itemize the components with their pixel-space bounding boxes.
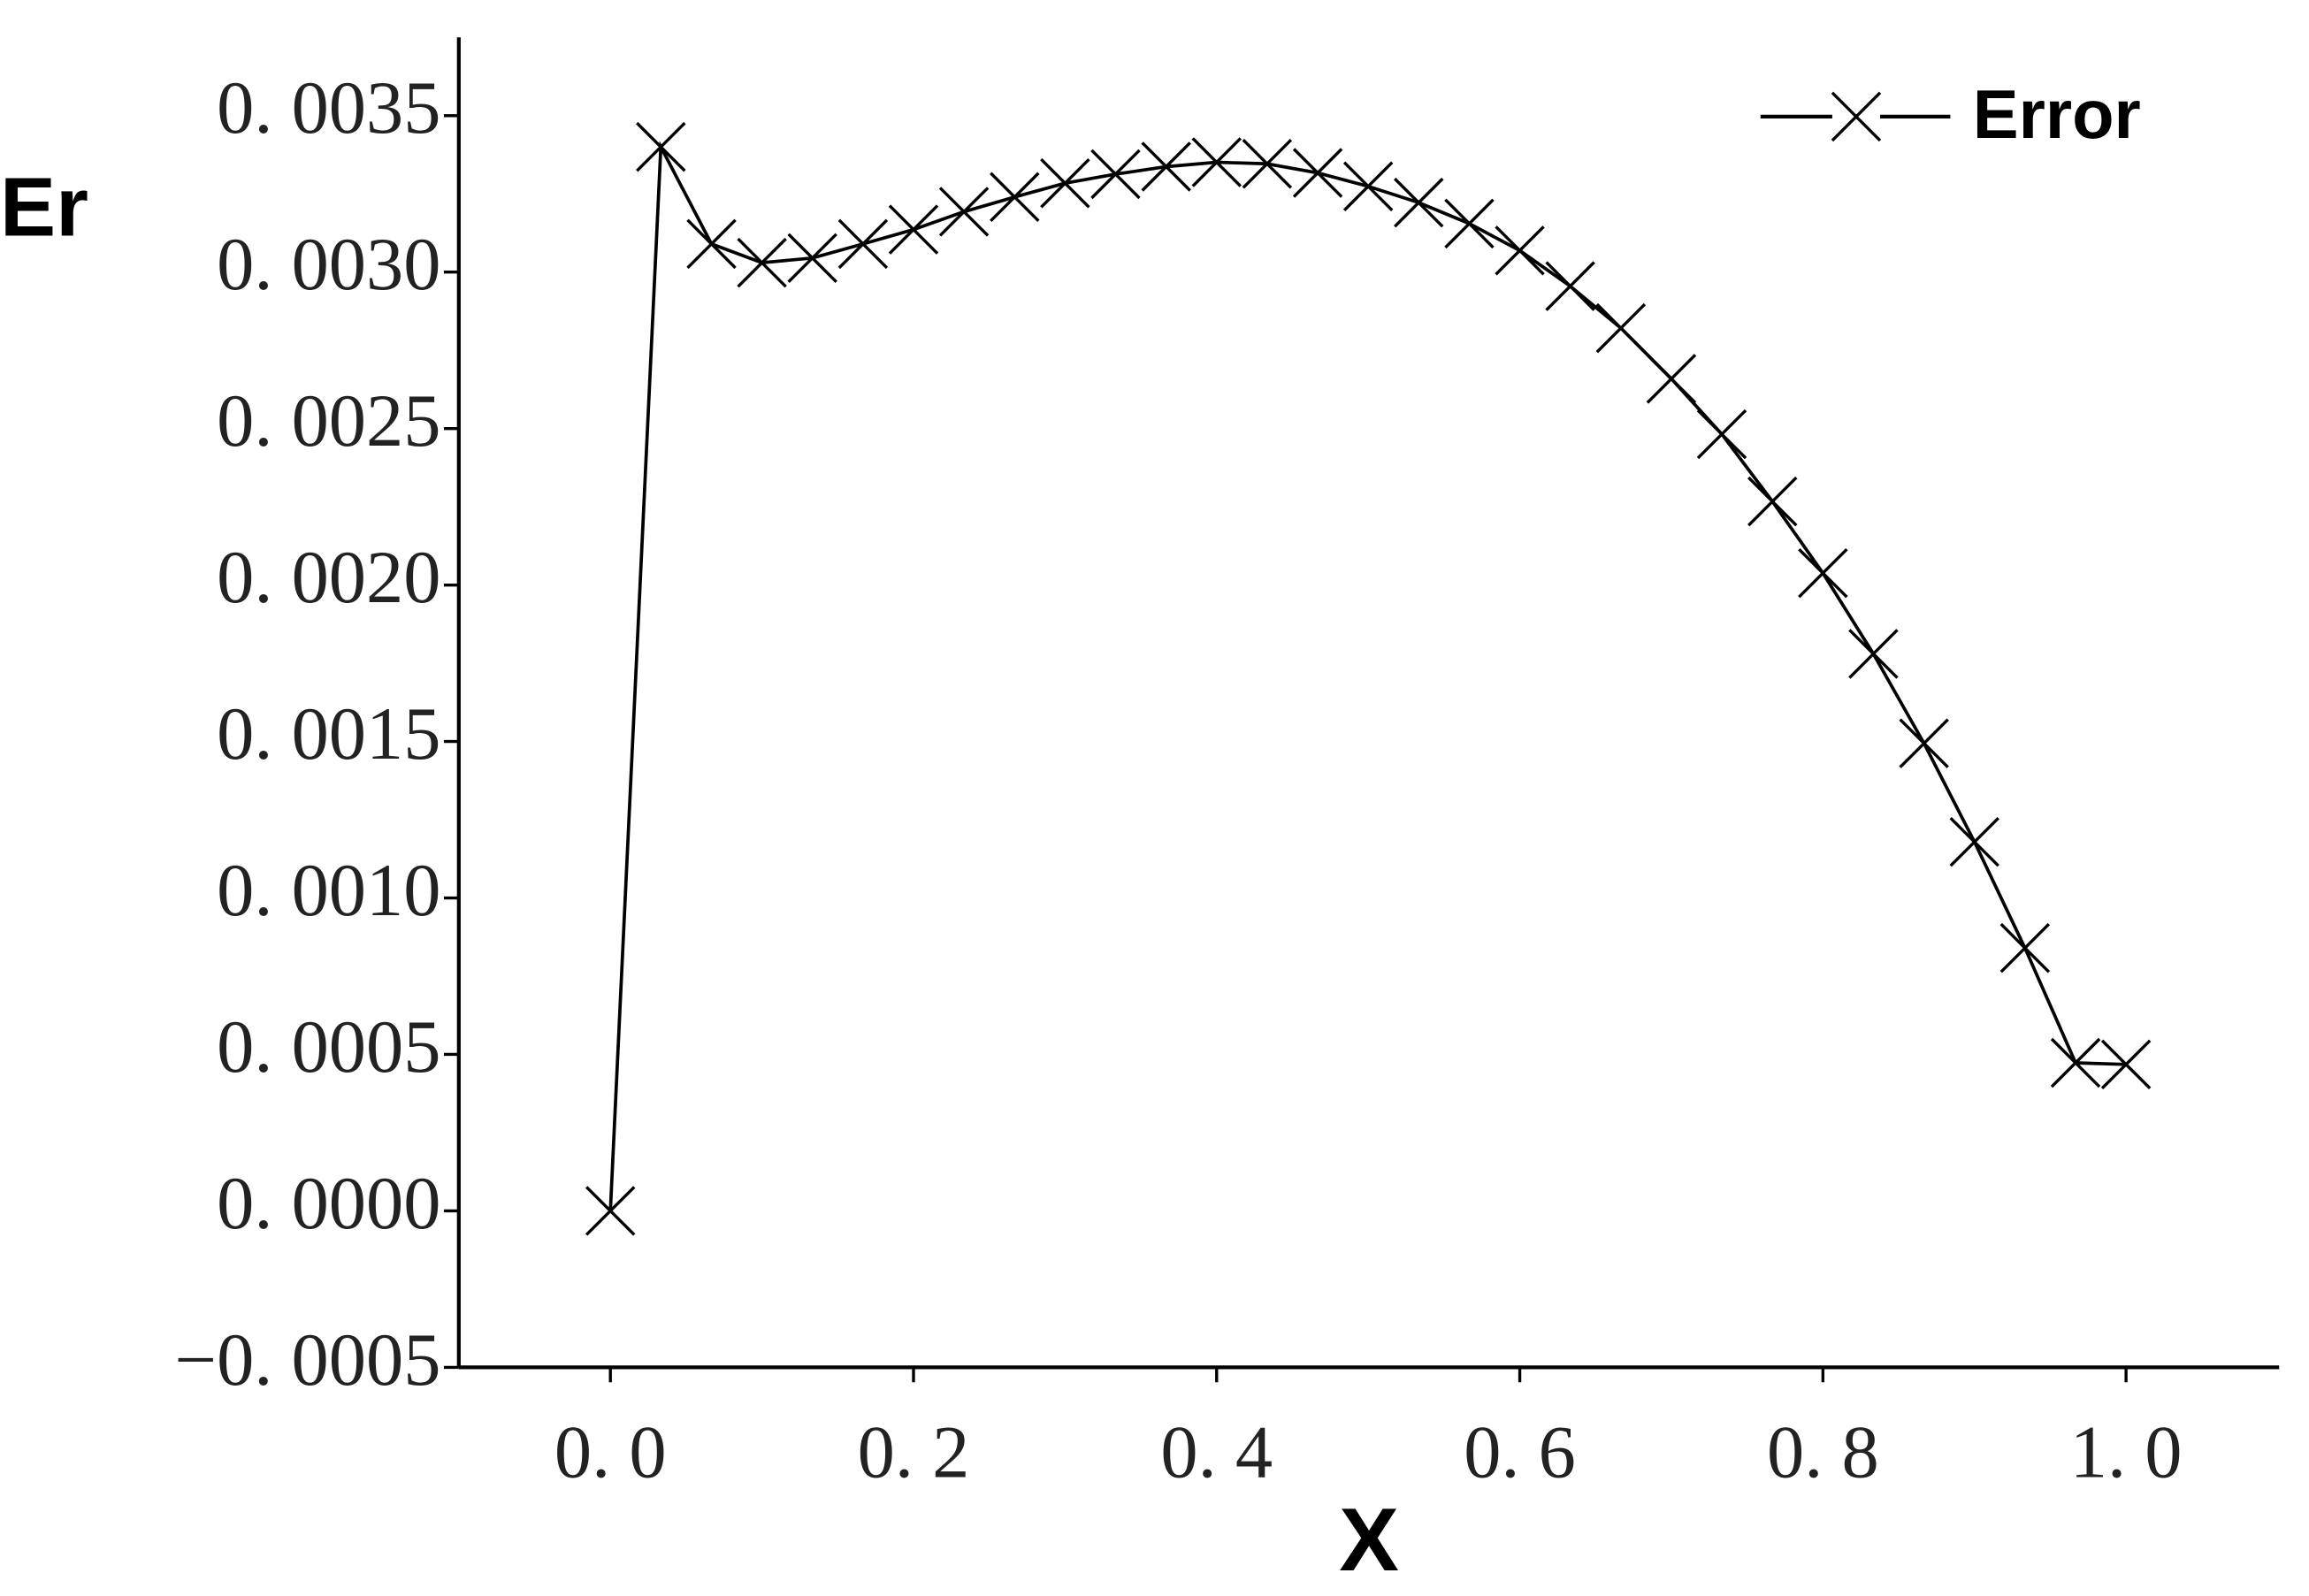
x-tick-label: 0. 2 [858,1412,970,1494]
marker [1545,261,1595,311]
marker [2100,1039,2152,1090]
x-tick-label: 1. 0 [2070,1412,2183,1494]
marker [990,172,1040,223]
marker [888,204,939,255]
marker [686,218,737,270]
marker [1394,177,1444,228]
marker [938,187,990,237]
y-tick-label: 0. 0035 [217,67,440,149]
y-tick-label: −0. 0005 [174,1319,440,1401]
marker [1899,718,1949,768]
marker [1999,922,2051,974]
y-axis-label: Er [0,161,88,255]
marker [1292,148,1343,198]
marker [1090,149,1141,200]
x-tick-label: 0. 4 [1160,1412,1273,1494]
marker [737,237,787,288]
marker [636,121,686,172]
y-tick-label: 0. 0005 [217,1006,440,1088]
y-tick-label: 0. 0010 [217,850,440,932]
marker [1646,354,1697,404]
y-tick-label: 0. 0015 [217,693,440,775]
marker [787,233,837,284]
x-tick-label: 0. 8 [1767,1412,1879,1494]
marker [1848,629,1899,679]
marker [1798,547,1848,599]
marker [1342,161,1394,211]
marker [1141,141,1191,192]
marker [1595,302,1647,354]
y-tick-label: 0. 0030 [217,224,440,306]
y-tick-label: 0. 0020 [217,537,440,619]
marker [1242,139,1293,189]
x-tick-label: 0. 0 [554,1412,667,1494]
marker [585,1186,636,1236]
legend-label: Error [1973,77,2141,153]
marker [1696,409,1747,460]
marker [1444,198,1495,249]
marker [1949,816,1999,867]
legend-marker [1831,91,1882,142]
marker [2050,1037,2101,1088]
marker [1747,476,1798,527]
x-axis-label: X [1339,1490,1399,1590]
marker [1191,137,1242,187]
y-tick-label: 0. 0000 [217,1163,440,1245]
y-tick-label: 0. 0025 [217,380,440,462]
x-tick-label: 0. 6 [1464,1412,1576,1494]
marker [1040,157,1090,209]
marker [1495,225,1545,276]
marker [837,218,889,270]
